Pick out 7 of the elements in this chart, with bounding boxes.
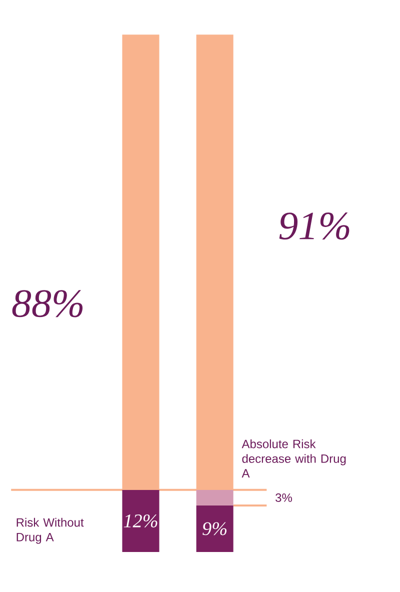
text: 91% (279, 212, 350, 240)
data-label: 9% (202, 522, 227, 536)
text: 88% (12, 290, 83, 318)
text: Risk Without Drug A (16, 518, 84, 544)
data-label: 12% (124, 514, 158, 528)
text: 3% (276, 493, 292, 502)
annotation: Absolute Risk decrease with Drug A (242, 439, 346, 478)
